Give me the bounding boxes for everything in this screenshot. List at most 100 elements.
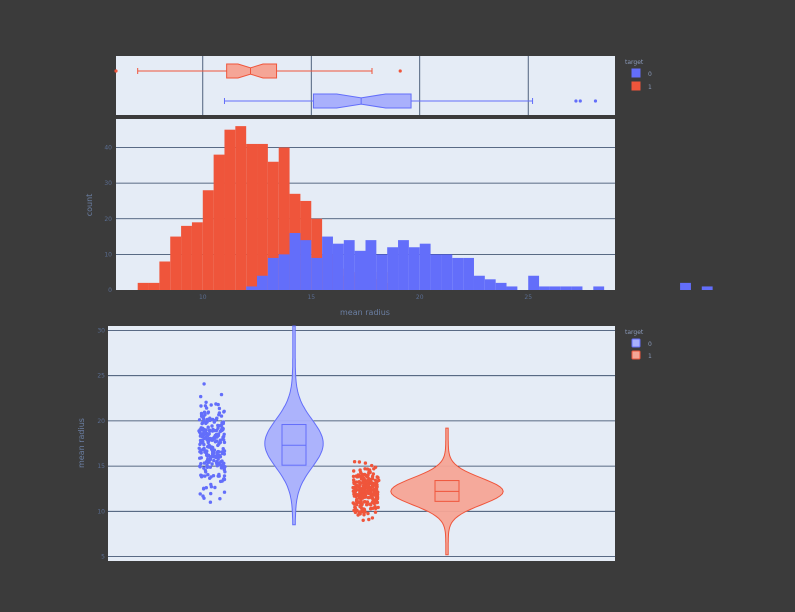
violin-point <box>216 443 220 448</box>
histogram-bar <box>560 286 572 290</box>
histogram-bar <box>680 282 691 290</box>
violin-point <box>221 421 225 426</box>
violin-point <box>214 402 218 406</box>
violin-point <box>199 475 204 479</box>
violin-point <box>207 436 212 440</box>
legend-swatch-1[interactable] <box>631 81 641 91</box>
box-traces <box>114 63 598 109</box>
violin-point <box>206 433 210 437</box>
histogram-bar <box>148 282 160 290</box>
violin-point <box>199 414 204 418</box>
violin-point <box>212 420 216 424</box>
violin-point <box>215 416 219 420</box>
violin-point <box>365 467 370 471</box>
histogram-y-tick: 30 <box>104 180 112 187</box>
box-trace-1[interactable] <box>114 63 402 79</box>
legend-label-1: 1 <box>648 84 652 91</box>
histogram-bar <box>701 286 713 290</box>
legend-swatch-0[interactable] <box>631 338 641 348</box>
violin-point <box>353 489 357 493</box>
violin-point <box>209 482 213 487</box>
legend-label-1: 1 <box>648 353 652 360</box>
histogram-bar <box>278 147 290 290</box>
box-plot-area <box>116 56 615 115</box>
violin-point <box>365 502 370 507</box>
histogram-bar <box>300 240 312 290</box>
histogram-bars <box>137 126 713 290</box>
violin-point <box>214 461 219 465</box>
histogram-bar <box>267 161 279 290</box>
histogram-bar <box>549 286 561 290</box>
violin-point <box>370 484 375 489</box>
legend-title: target <box>625 59 644 66</box>
violin-point <box>351 485 355 490</box>
violin-point <box>204 486 208 490</box>
violin-point <box>371 496 375 501</box>
violin-point <box>217 413 221 417</box>
violin-point <box>206 460 211 464</box>
violin-point <box>368 502 373 506</box>
box-panel <box>114 56 615 115</box>
histogram-bar <box>181 225 192 290</box>
violin-point <box>360 472 364 476</box>
violin-trace-1[interactable] <box>351 427 504 556</box>
violin-point <box>355 493 359 497</box>
violin-point <box>204 421 208 426</box>
violin-point <box>362 483 366 487</box>
violin-point <box>203 404 208 408</box>
violin-point <box>362 513 366 517</box>
histogram-tick-labels: 0 10 20 30 40 10 15 20 25 <box>104 145 532 302</box>
histogram-bar <box>191 222 203 290</box>
histogram-bar <box>159 261 171 290</box>
histogram-bar <box>354 250 366 290</box>
violin-point <box>216 423 220 428</box>
histogram-bar <box>365 240 377 290</box>
violin-point <box>208 429 212 433</box>
violin-y-tick: 30 <box>97 328 105 335</box>
histogram-bar <box>473 275 485 290</box>
legend-swatch-1[interactable] <box>631 350 641 360</box>
violin-point <box>202 496 206 500</box>
histogram-bar <box>278 254 290 290</box>
violin-point <box>203 468 208 473</box>
legend-swatch-0[interactable] <box>631 68 641 78</box>
violin-y-tick: 25 <box>97 373 105 380</box>
violin-point <box>370 463 374 468</box>
violin-point <box>376 505 380 510</box>
histogram-bar <box>246 143 258 290</box>
violin-point <box>359 500 363 504</box>
violin-point <box>212 458 216 463</box>
histogram-bar <box>571 286 583 290</box>
histogram-bar <box>452 257 464 290</box>
violin-point <box>353 510 358 515</box>
violin-trace-0[interactable] <box>197 325 324 526</box>
violin-point <box>218 438 222 442</box>
histogram-bar <box>441 254 453 290</box>
histogram-series-0[interactable] <box>246 233 713 290</box>
violin-point <box>220 428 224 433</box>
violin-point <box>200 438 205 442</box>
box-trace-0[interactable] <box>223 93 598 109</box>
violin-point <box>199 462 203 466</box>
violin-point <box>219 392 224 397</box>
violin-point <box>222 434 226 439</box>
legend-title: target <box>625 329 644 336</box>
box-outlier <box>574 99 578 103</box>
box-gridlines <box>202 56 529 115</box>
violin-point <box>220 426 224 430</box>
histogram-bar <box>463 257 474 290</box>
histogram-bar <box>343 240 355 290</box>
histogram-bar <box>235 126 247 290</box>
violin-point <box>216 457 220 461</box>
violin-point <box>217 450 221 454</box>
violin-point <box>351 501 355 505</box>
violin-point <box>204 400 208 404</box>
histogram-y-tick: 10 <box>104 251 112 258</box>
violin-point <box>210 429 215 433</box>
violin-point <box>209 491 213 496</box>
violin-panel: 5 10 15 20 25 30 mean radius <box>77 325 615 561</box>
violin-point <box>374 501 378 505</box>
violin-point <box>218 479 223 484</box>
violin-point <box>209 447 214 451</box>
